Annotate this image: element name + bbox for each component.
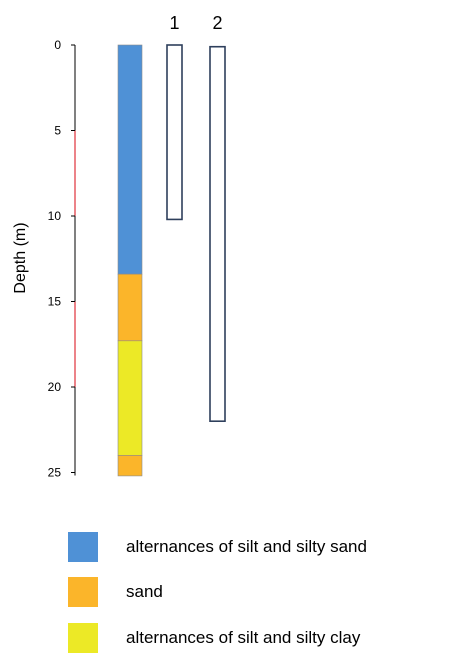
borehole-2-label: 2 xyxy=(212,13,222,33)
legend-label: alternances of silt and silty clay xyxy=(126,628,361,647)
soil-layer-3 xyxy=(117,340,143,456)
borehole-1-outline xyxy=(166,44,183,221)
legend-item-silt-silty-clay: alternances of silt and silty clay xyxy=(68,621,453,655)
depth-tick-label: 0 xyxy=(54,38,61,52)
soil-layer-4 xyxy=(117,455,143,477)
depth-tick-label: 25 xyxy=(48,466,62,480)
legend-swatch-blue xyxy=(68,532,98,562)
depth-ticks: 0 5 10 15 20 25 xyxy=(48,38,75,480)
depth-tick-label: 15 xyxy=(48,295,62,309)
soil-column xyxy=(117,44,143,477)
depth-tick-label: 10 xyxy=(48,209,62,223)
y-axis-label: Depth (m) xyxy=(12,222,29,293)
legend-item-sand: sand xyxy=(68,575,453,609)
legend-swatch-orange xyxy=(68,577,98,607)
soil-layer-1 xyxy=(117,44,143,275)
depth-tick-label: 5 xyxy=(54,124,61,138)
depth-tick-label: 20 xyxy=(48,380,62,394)
legend-swatch-yellow xyxy=(68,623,98,653)
legend-item-silt-silty-sand: alternances of silt and silty sand xyxy=(68,530,453,564)
soil-layer-2 xyxy=(117,273,143,342)
borehole-2-outline xyxy=(209,45,226,422)
legend-label: alternances of silt and silty sand xyxy=(126,537,367,556)
borehole-1-label: 1 xyxy=(169,13,179,33)
legend-label: sand xyxy=(126,582,163,601)
